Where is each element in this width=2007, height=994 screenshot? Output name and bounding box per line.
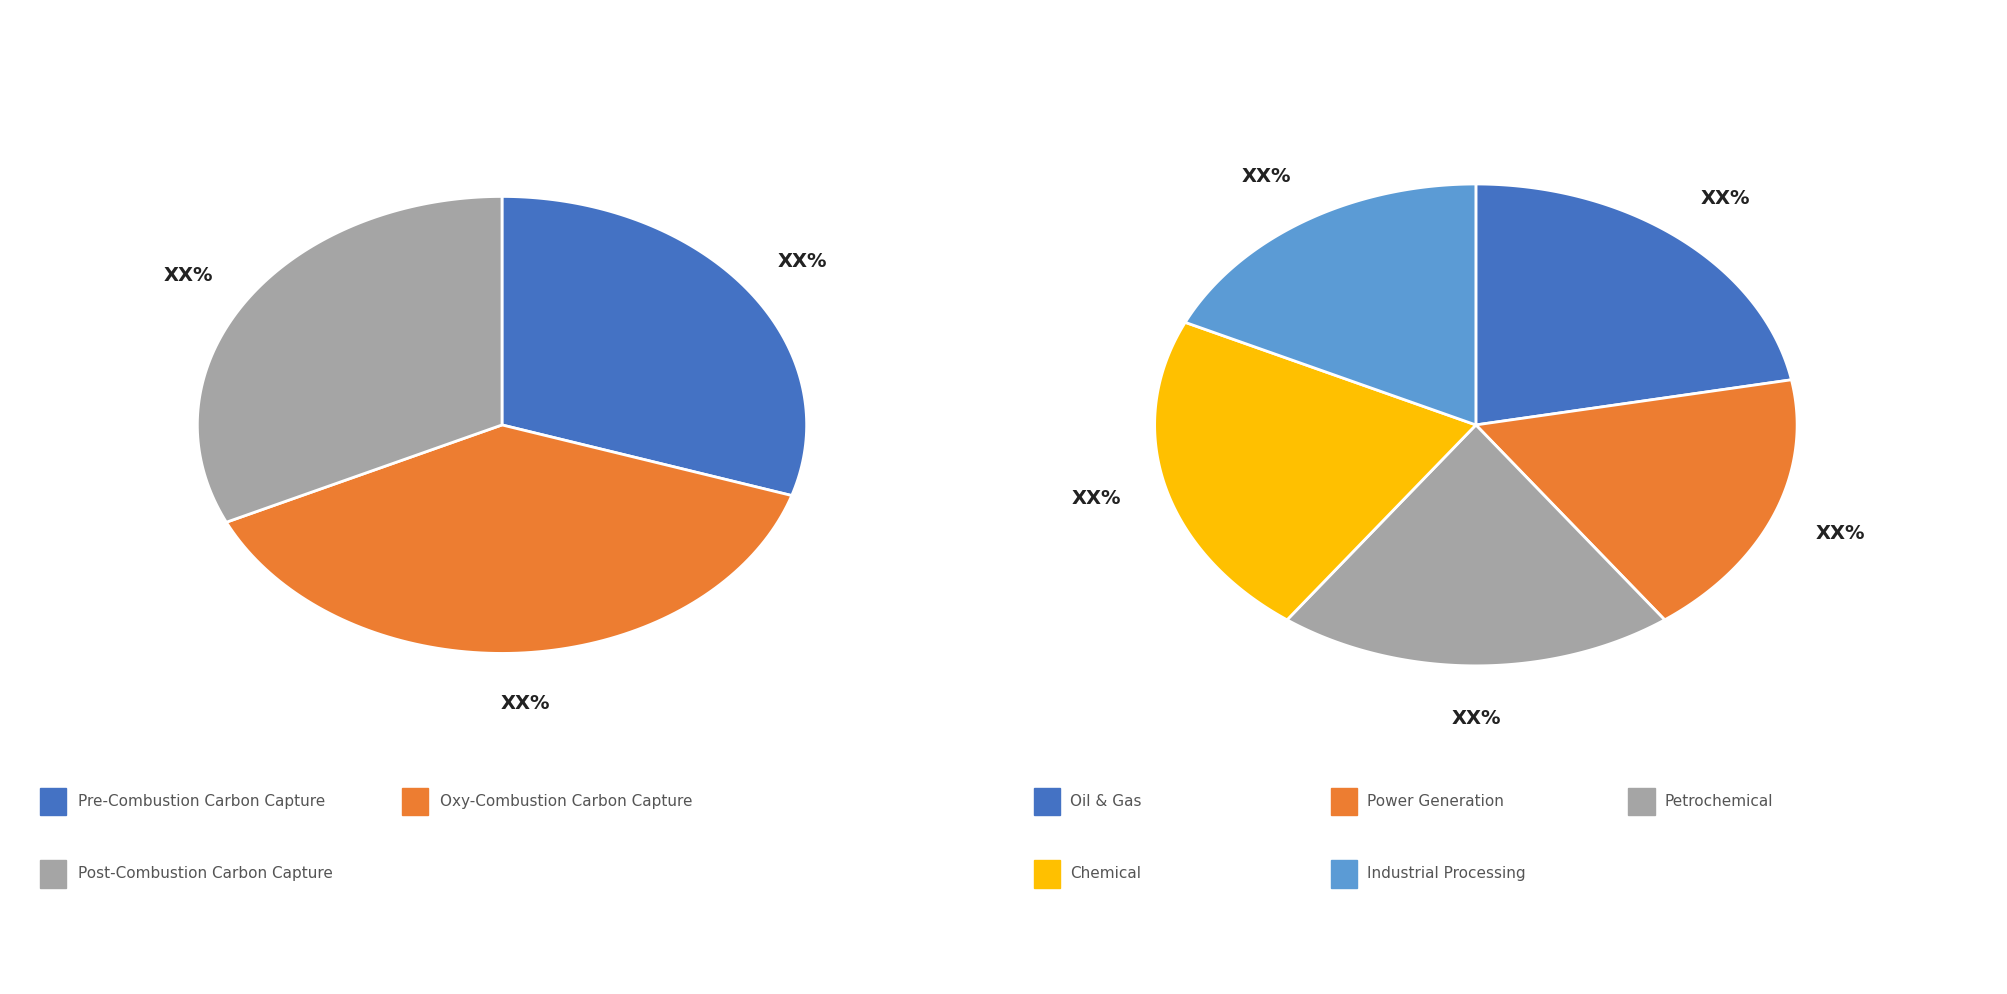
Text: Power Generation: Power Generation bbox=[1367, 794, 1503, 809]
Bar bbox=[1034, 860, 1060, 888]
Text: XX%: XX% bbox=[1240, 167, 1291, 186]
Text: Pre-Combustion Carbon Capture: Pre-Combustion Carbon Capture bbox=[78, 794, 325, 809]
Text: XX%: XX% bbox=[500, 694, 550, 713]
Text: XX%: XX% bbox=[1814, 524, 1865, 543]
Text: Website: www.theindustrystats.com: Website: www.theindustrystats.com bbox=[1425, 948, 1766, 966]
Polygon shape bbox=[1154, 322, 1475, 620]
Bar bbox=[401, 787, 427, 815]
Text: XX%: XX% bbox=[163, 266, 213, 285]
Text: Source: Theindustrystats Analysis: Source: Theindustrystats Analysis bbox=[40, 948, 359, 966]
Polygon shape bbox=[1286, 424, 1664, 666]
Polygon shape bbox=[197, 197, 502, 522]
Text: Petrochemical: Petrochemical bbox=[1664, 794, 1772, 809]
Bar bbox=[40, 860, 66, 888]
Polygon shape bbox=[1184, 184, 1475, 424]
Bar bbox=[40, 787, 66, 815]
Text: XX%: XX% bbox=[1451, 710, 1499, 729]
Text: XX%: XX% bbox=[1700, 189, 1750, 208]
Bar bbox=[1628, 787, 1654, 815]
Text: Chemical: Chemical bbox=[1070, 867, 1140, 882]
Bar bbox=[1034, 787, 1060, 815]
Text: Oxy-Combustion Carbon Capture: Oxy-Combustion Carbon Capture bbox=[440, 794, 692, 809]
Text: XX%: XX% bbox=[777, 251, 827, 270]
Polygon shape bbox=[1475, 184, 1790, 424]
Text: XX%: XX% bbox=[1072, 488, 1120, 508]
Text: Post-Combustion Carbon Capture: Post-Combustion Carbon Capture bbox=[78, 867, 333, 882]
Polygon shape bbox=[1475, 380, 1796, 620]
Text: Email: sales@theindustrystats.com: Email: sales@theindustrystats.com bbox=[743, 948, 1072, 966]
Polygon shape bbox=[227, 424, 791, 653]
Bar bbox=[1331, 860, 1357, 888]
Text: Industrial Processing: Industrial Processing bbox=[1367, 867, 1525, 882]
Bar bbox=[1331, 787, 1357, 815]
Text: Fig. Global Carbon Capture and Storage Market Share by Product Types & Applicati: Fig. Global Carbon Capture and Storage M… bbox=[30, 40, 1307, 66]
Text: Oil & Gas: Oil & Gas bbox=[1070, 794, 1142, 809]
Polygon shape bbox=[502, 197, 807, 496]
